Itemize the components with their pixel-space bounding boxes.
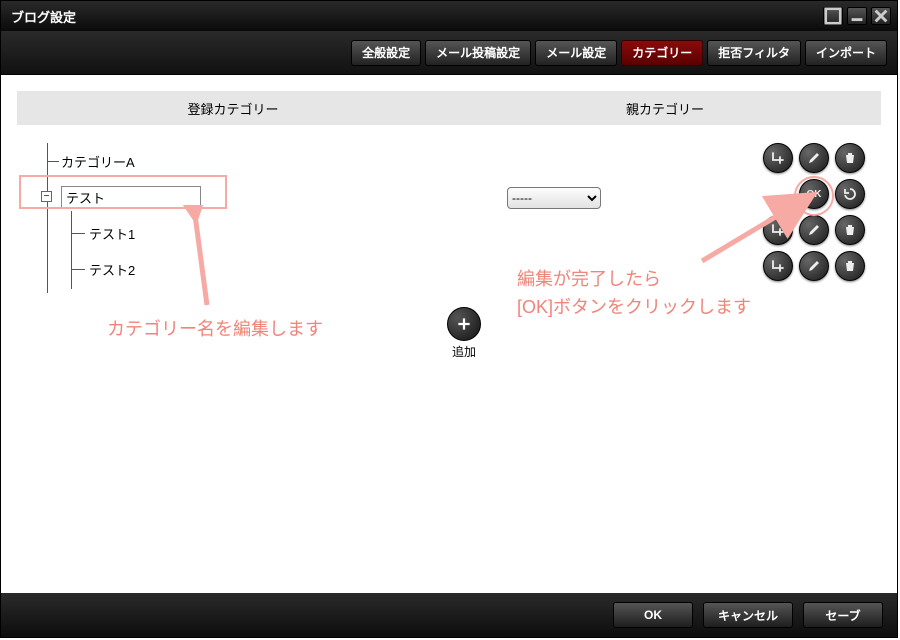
row-actions [763, 143, 865, 173]
parent-category-select[interactable]: ----- [507, 187, 601, 209]
tab-label: インポート [816, 44, 876, 61]
tree-item-test2[interactable]: テスト2 [71, 251, 201, 287]
content-area: 登録カテゴリー 親カテゴリー カテゴリーA − [1, 75, 897, 593]
tree-item-test1[interactable]: テスト1 [71, 215, 201, 251]
tree-item-category-a[interactable]: カテゴリーA [37, 143, 201, 179]
row-actions [763, 215, 865, 245]
tab-mail-post[interactable]: メール投稿設定 [425, 40, 531, 66]
window-title: ブログ設定 [11, 7, 76, 26]
category-panel: 登録カテゴリー 親カテゴリー カテゴリーA − [17, 91, 881, 577]
ok-button[interactable]: OK [799, 179, 829, 209]
ok-button-label: OK [807, 189, 822, 200]
edit-icon[interactable] [799, 251, 829, 281]
tree-children: テスト1 テスト2 [71, 215, 201, 287]
column-headers: 登録カテゴリー 親カテゴリー [17, 91, 881, 125]
col-header-registered: 登録カテゴリー [17, 99, 449, 118]
add-button-label: 追加 [447, 343, 481, 360]
annotation-text-left: カテゴリー名を編集します [107, 315, 323, 341]
tab-bar: 全般設定 メール投稿設定 メール設定 カテゴリー 拒否フィルタ インポート [1, 31, 897, 75]
add-category-button[interactable] [447, 307, 481, 341]
tree-connector [47, 161, 59, 162]
button-label: セーブ [825, 607, 860, 624]
row-actions-editing: OK [763, 179, 865, 209]
titlebar-controls [823, 7, 891, 25]
category-name-input[interactable] [61, 186, 201, 208]
footer-cancel-button[interactable]: キャンセル [703, 602, 793, 628]
button-label: キャンセル [718, 607, 778, 624]
tab-mail[interactable]: メール設定 [535, 40, 617, 66]
category-tree: カテゴリーA − テスト1 [37, 143, 201, 287]
tree-connector [71, 233, 85, 234]
minimize-button[interactable] [847, 7, 867, 25]
revert-icon[interactable] [835, 179, 865, 209]
footer-ok-button[interactable]: OK [613, 602, 693, 628]
button-label: OK [644, 608, 662, 622]
delete-icon[interactable] [835, 215, 865, 245]
tree-connector [71, 269, 85, 270]
add-child-icon[interactable] [763, 251, 793, 281]
collapse-icon[interactable]: − [41, 191, 52, 202]
maximize-button[interactable] [823, 7, 843, 25]
add-child-icon[interactable] [763, 215, 793, 245]
tab-label: メール設定 [546, 44, 606, 61]
panel-body: カテゴリーA − テスト1 [17, 125, 881, 137]
tab-label: カテゴリー [632, 44, 692, 61]
tree-item-test[interactable]: − [37, 179, 201, 215]
delete-icon[interactable] [835, 143, 865, 173]
tree-item-label: テスト2 [89, 260, 135, 279]
tab-reject-filter[interactable]: 拒否フィルタ [707, 40, 801, 66]
row-actions [763, 251, 865, 281]
add-category-block: 追加 [447, 307, 481, 360]
row-actions-column: OK [763, 143, 865, 281]
footer-save-button[interactable]: セーブ [803, 602, 883, 628]
col-header-parent: 親カテゴリー [449, 99, 881, 118]
tree-item-label: テスト1 [89, 224, 135, 243]
annotation-text-right-2: [OK]ボタンをクリックします [517, 293, 751, 319]
edit-icon[interactable] [799, 143, 829, 173]
edit-icon[interactable] [799, 215, 829, 245]
titlebar: ブログ設定 [1, 1, 897, 31]
delete-icon[interactable] [835, 251, 865, 281]
tab-general[interactable]: 全般設定 [351, 40, 421, 66]
tab-label: 全般設定 [362, 44, 410, 61]
tab-label: 拒否フィルタ [718, 44, 790, 61]
close-button[interactable] [871, 7, 891, 25]
settings-window: ブログ設定 全般設定 メール投稿設定 メール設定 カテゴリー 拒否フィルタ イン… [0, 0, 898, 638]
tab-import[interactable]: インポート [805, 40, 887, 66]
tree-item-label: カテゴリーA [61, 152, 135, 171]
tab-label: メール投稿設定 [436, 44, 520, 61]
annotation-text-right-1: 編集が完了したら [517, 265, 661, 291]
dialog-footer: OK キャンセル セーブ [1, 593, 897, 637]
tab-category[interactable]: カテゴリー [621, 40, 703, 66]
add-child-icon[interactable] [763, 143, 793, 173]
